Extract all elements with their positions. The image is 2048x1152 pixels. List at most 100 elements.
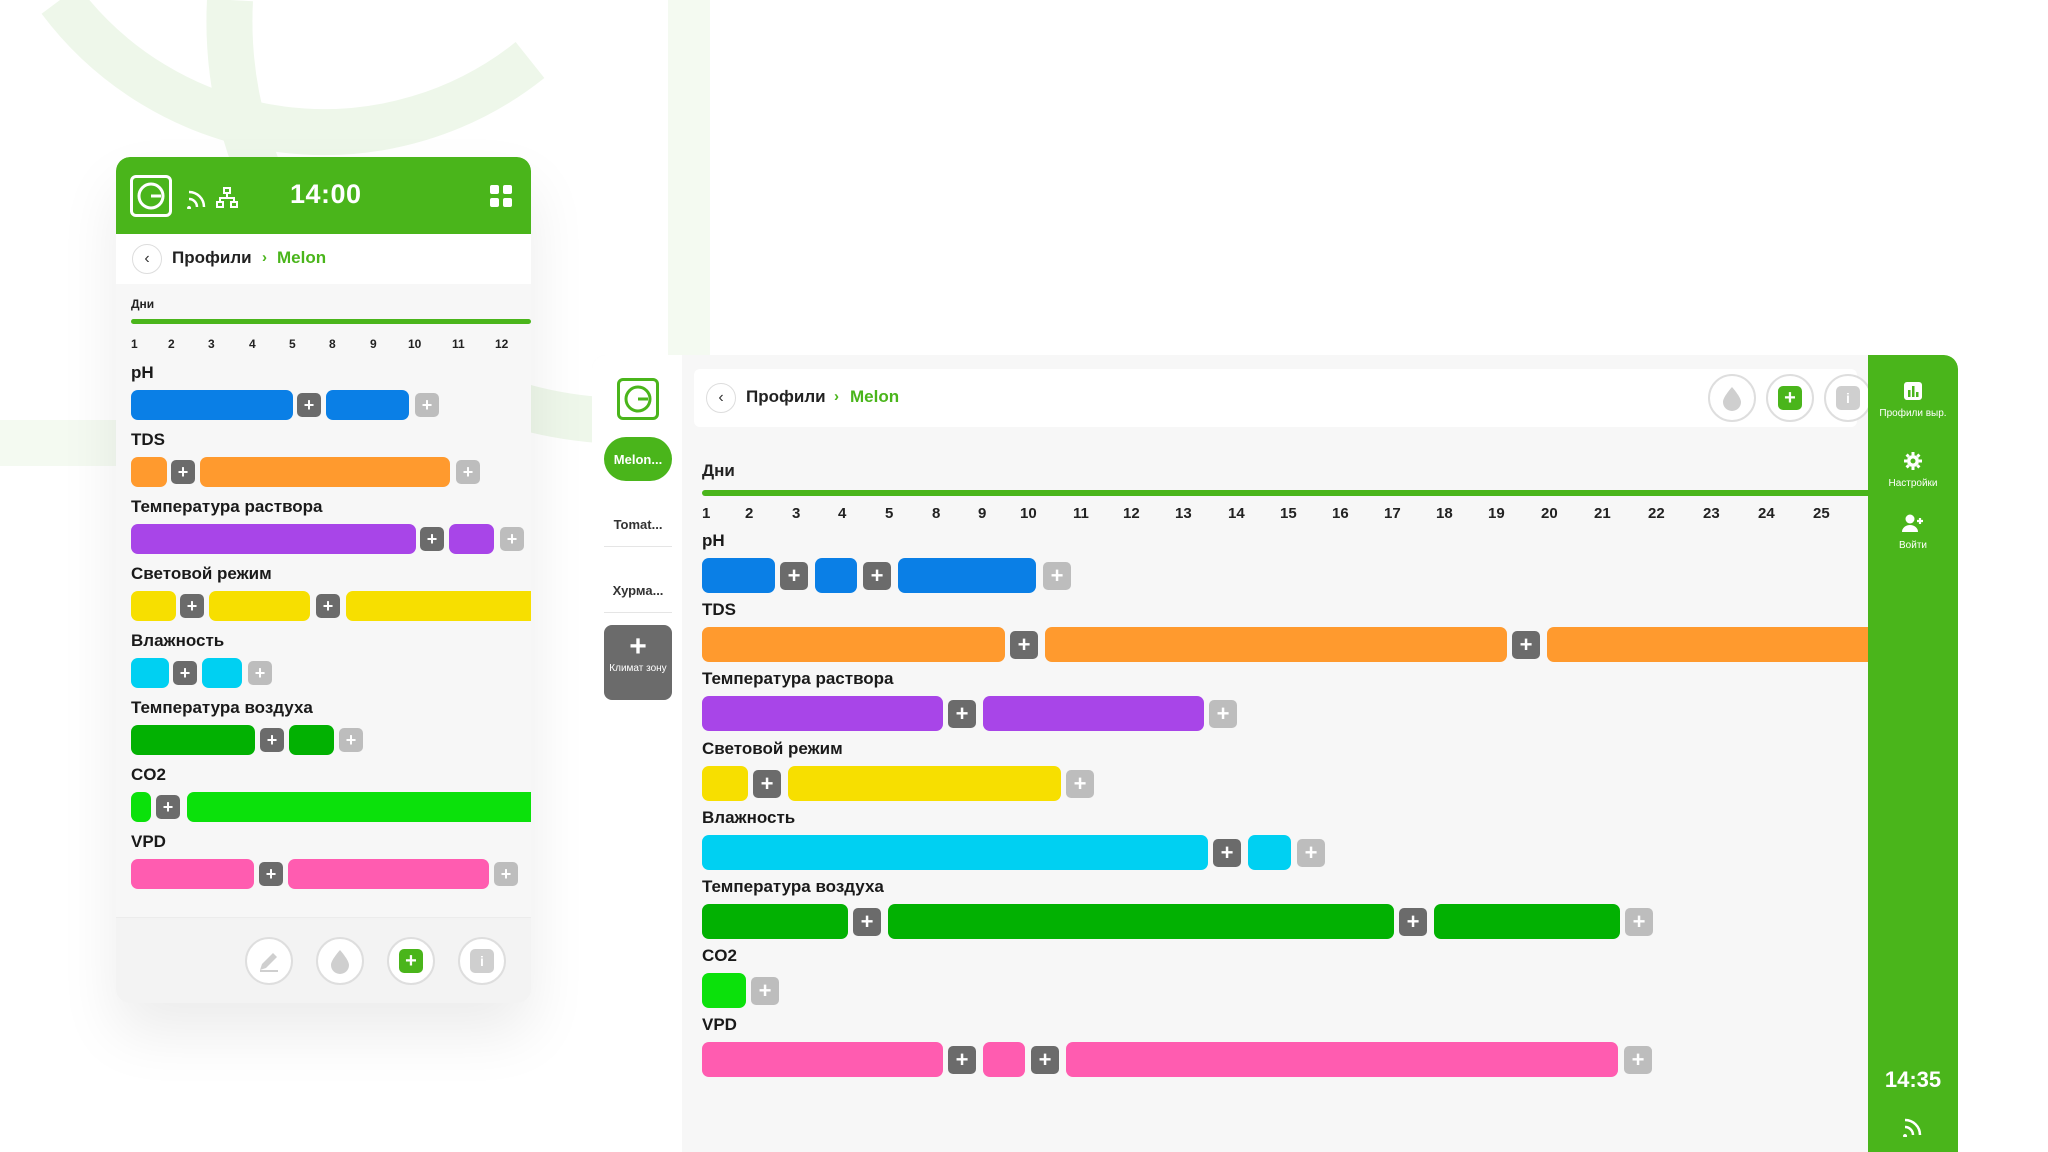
- phase-bar-air-temp[interactable]: [289, 725, 334, 755]
- phase-bar-ph[interactable]: [898, 558, 1036, 593]
- signal-icon: [186, 187, 208, 210]
- phase-bar-light[interactable]: [131, 591, 176, 621]
- phase-bar-ph[interactable]: [131, 390, 293, 420]
- phase-bar-humidity[interactable]: [1248, 835, 1291, 870]
- phase-bar-solution-temp[interactable]: [449, 524, 494, 554]
- day-tick: 21: [1594, 505, 1611, 522]
- app-logo-icon[interactable]: [130, 175, 172, 217]
- add-button[interactable]: +: [387, 937, 435, 985]
- breadcrumb-root[interactable]: Профили: [746, 387, 826, 406]
- user-add-icon: [1902, 514, 1923, 532]
- add-phase-end-button[interactable]: +: [1066, 770, 1094, 798]
- phase-bar-ph[interactable]: [702, 558, 775, 593]
- add-phase-button[interactable]: +: [780, 562, 808, 590]
- phase-bar-ph[interactable]: [815, 558, 857, 593]
- phase-bar-air-temp[interactable]: [1434, 904, 1620, 939]
- back-button[interactable]: ‹: [706, 383, 736, 413]
- add-phase-end-button[interactable]: +: [494, 862, 518, 886]
- add-phase-button[interactable]: +: [297, 393, 321, 417]
- phase-bar-tds[interactable]: [200, 457, 450, 487]
- add-phase-button[interactable]: +: [259, 862, 283, 886]
- phase-bar-light[interactable]: [209, 591, 310, 621]
- phase-bar-tds[interactable]: [1547, 627, 1868, 662]
- back-button[interactable]: ‹: [132, 244, 162, 274]
- phase-bar-humidity[interactable]: [702, 835, 1208, 870]
- add-phase-button[interactable]: +: [863, 562, 891, 590]
- add-phase-button[interactable]: +: [1512, 631, 1540, 659]
- add-phase-button[interactable]: +: [1031, 1046, 1059, 1074]
- phase-bar-light[interactable]: [346, 591, 531, 621]
- sidebar-profile-tomato[interactable]: Tomat...: [604, 503, 672, 547]
- irrigation-button[interactable]: [316, 937, 364, 985]
- phase-bar-vpd[interactable]: [131, 859, 254, 889]
- add-phase-button[interactable]: +: [1213, 839, 1241, 867]
- phase-bar-humidity[interactable]: [202, 658, 242, 688]
- phase-bar-solution-temp[interactable]: [983, 696, 1204, 731]
- phase-bar-vpd[interactable]: [288, 859, 489, 889]
- days-timeline-line: [702, 490, 1872, 496]
- phase-bar-co2[interactable]: [187, 792, 531, 822]
- add-phase-button[interactable]: +: [316, 594, 340, 618]
- phase-bar-solution-temp[interactable]: [702, 696, 943, 731]
- add-phase-end-button[interactable]: +: [415, 393, 439, 417]
- info-button[interactable]: i: [458, 937, 506, 985]
- tablet-clock: 14:35: [1884, 1067, 1942, 1092]
- add-phase-end-button[interactable]: +: [339, 728, 363, 752]
- profile-timeline-panel: ‹ Профили › Melon + i Дни 1 2 3 4 5 8 9 …: [682, 355, 1872, 1152]
- nav-item-login[interactable]: Войти: [1868, 513, 1958, 552]
- sidebar-profile-melon[interactable]: Melon...: [604, 437, 672, 481]
- phase-bar-vpd[interactable]: [702, 1042, 943, 1077]
- row-label-tds: TDS: [702, 600, 736, 619]
- grid-menu-icon[interactable]: [489, 184, 513, 208]
- add-phase-button[interactable]: +: [171, 460, 195, 484]
- add-phase-button[interactable]: +: [948, 1046, 976, 1074]
- gear-icon: [1904, 452, 1922, 470]
- breadcrumb-root[interactable]: Профили: [172, 248, 252, 267]
- phase-bar-tds[interactable]: [1045, 627, 1507, 662]
- add-phase-end-button[interactable]: +: [248, 661, 272, 685]
- add-phase-button[interactable]: +: [948, 700, 976, 728]
- add-phase-button[interactable]: +: [1010, 631, 1038, 659]
- phase-bar-air-temp[interactable]: [888, 904, 1394, 939]
- edit-button[interactable]: [245, 937, 293, 985]
- add-phase-end-button[interactable]: +: [1624, 1046, 1652, 1074]
- phase-bar-vpd[interactable]: [983, 1042, 1025, 1077]
- add-phase-button[interactable]: +: [420, 527, 444, 551]
- add-phase-end-button[interactable]: +: [1625, 908, 1653, 936]
- add-button[interactable]: +: [1766, 374, 1814, 422]
- add-phase-button[interactable]: +: [180, 594, 204, 618]
- phase-bar-tds[interactable]: [131, 457, 167, 487]
- phase-bar-tds[interactable]: [702, 627, 1005, 662]
- phase-bar-solution-temp[interactable]: [131, 524, 416, 554]
- phase-bar-air-temp[interactable]: [702, 904, 848, 939]
- phase-bar-co2[interactable]: [702, 973, 746, 1008]
- add-phase-button[interactable]: +: [260, 728, 284, 752]
- add-phase-end-button[interactable]: +: [1297, 839, 1325, 867]
- info-button[interactable]: i: [1824, 374, 1872, 422]
- day-tick: 16: [1332, 505, 1349, 522]
- phase-bar-light[interactable]: [702, 766, 748, 801]
- add-phase-button[interactable]: +: [156, 795, 180, 819]
- app-logo-icon[interactable]: [617, 378, 659, 420]
- day-tick: 23: [1703, 505, 1720, 522]
- phase-bar-humidity[interactable]: [131, 658, 169, 688]
- add-phase-button[interactable]: +: [1399, 908, 1427, 936]
- sidebar-profile-persimmon[interactable]: Хурма...: [604, 569, 672, 613]
- phase-bar-light[interactable]: [788, 766, 1061, 801]
- add-phase-end-button[interactable]: +: [456, 460, 480, 484]
- nav-item-grow-profiles[interactable]: Профили выр.: [1868, 381, 1958, 420]
- add-phase-end-button[interactable]: +: [500, 527, 524, 551]
- phase-bar-vpd[interactable]: [1066, 1042, 1618, 1077]
- phase-bar-co2[interactable]: [131, 792, 151, 822]
- nav-item-settings[interactable]: Настройки: [1868, 451, 1958, 490]
- add-phase-end-button[interactable]: +: [1209, 700, 1237, 728]
- add-phase-button[interactable]: +: [173, 661, 197, 685]
- add-climate-zone-button[interactable]: + Климат зону: [604, 625, 672, 700]
- add-phase-end-button[interactable]: +: [751, 977, 779, 1005]
- phase-bar-ph[interactable]: [326, 390, 409, 420]
- add-phase-button[interactable]: +: [753, 770, 781, 798]
- add-phase-button[interactable]: +: [853, 908, 881, 936]
- add-phase-end-button[interactable]: +: [1043, 562, 1071, 590]
- phase-bar-air-temp[interactable]: [131, 725, 255, 755]
- irrigation-button[interactable]: [1708, 374, 1756, 422]
